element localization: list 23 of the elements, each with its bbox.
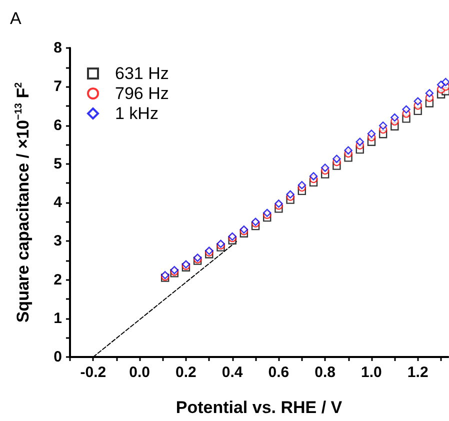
x-tick-label: 0.0: [129, 364, 150, 381]
y-tick-label: 3: [54, 232, 62, 250]
x-tick-label: 0.2: [176, 364, 196, 381]
x-axis-title: Potential vs. RHE / V: [176, 398, 343, 417]
y-axis-title: Square capacitance / ×10−13 F2: [14, 82, 32, 323]
y-tick-label: 8: [54, 40, 62, 56]
x-tick-label: 0.6: [268, 364, 290, 381]
legend-label: 631 Hz: [115, 64, 169, 83]
y-tick-label: 7: [54, 78, 62, 96]
y-tick-label: 1: [54, 310, 62, 327]
x-tick-label: 0.4: [222, 364, 244, 381]
legend-label: 796 Hz: [115, 84, 169, 103]
legend-label: 1 kHz: [115, 104, 158, 123]
text: A: [10, 9, 22, 28]
x-tick-label: 0.8: [314, 364, 336, 381]
y-tick-label: 0: [54, 348, 62, 366]
y-tick-label: 4: [54, 194, 63, 211]
y-tick-label: 5: [54, 155, 62, 172]
y-tick-label: 6: [54, 116, 62, 134]
x-tick-label: 1.0: [361, 364, 382, 381]
y-tick-label: 2: [54, 271, 62, 288]
x-tick-label: 1.2: [407, 364, 428, 381]
x-tick-label: -0.2: [80, 364, 106, 381]
